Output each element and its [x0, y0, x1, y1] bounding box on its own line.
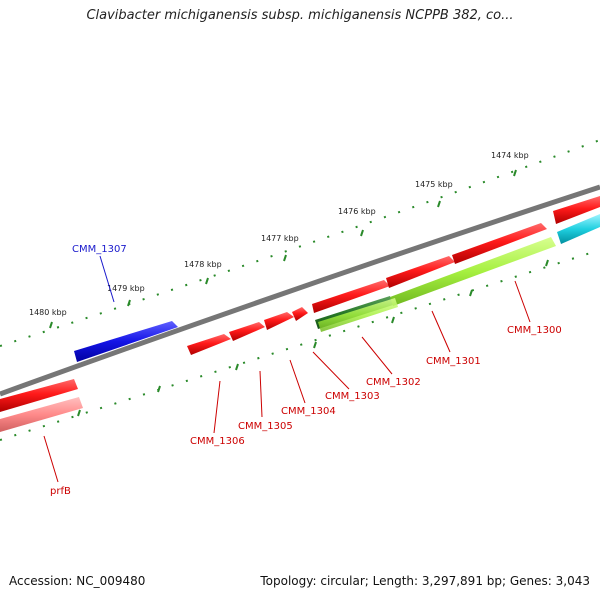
label-cmm-1305[interactable]: CMM_1305: [238, 421, 293, 432]
kbp-label-1476: 1476 kbp: [338, 207, 376, 216]
gene-cmm-1303-arrow[interactable]: [292, 307, 308, 321]
outer-tick-track: [0, 139, 600, 347]
gene-left-red-arrow[interactable]: [0, 379, 78, 412]
label-prfb[interactable]: prfB: [50, 486, 71, 497]
label-cmm-1307[interactable]: CMM_1307: [72, 244, 127, 255]
cyan-feature[interactable]: [557, 214, 600, 244]
gene-prfb-arrow[interactable]: [0, 397, 83, 432]
genome-backbone: [0, 184, 600, 397]
map-title: Clavibacter michiganensis subsp. michiga…: [86, 8, 514, 23]
accession-text: Accession: NC_009480: [9, 574, 146, 588]
kbp-label-1477: 1477 kbp: [261, 234, 299, 243]
gene-cmm-1304-arrow[interactable]: [264, 312, 294, 330]
gene-cmm-1306-arrow[interactable]: [187, 334, 231, 355]
label-cmm-1301[interactable]: CMM_1301: [426, 356, 481, 367]
inner-major-ticks: [77, 259, 549, 417]
outer-major-ticks: [49, 169, 517, 329]
rna-lime-feature[interactable]: [390, 237, 556, 306]
gene-cmm-1300-arrow[interactable]: [452, 223, 547, 264]
kbp-label-1478: 1478 kbp: [184, 260, 222, 269]
rna-lime-extension[interactable]: [318, 298, 398, 332]
label-cmm-1300[interactable]: CMM_1300: [507, 325, 562, 336]
label-cmm-1306[interactable]: CMM_1306: [190, 436, 245, 447]
inner-tick-track: [0, 249, 600, 441]
gene-cmm-1305-arrow[interactable]: [229, 322, 265, 341]
gene-cmm-1301-arrow[interactable]: [386, 256, 455, 288]
label-cmm-1304[interactable]: CMM_1304: [281, 406, 336, 417]
kbp-label-1475: 1475 kbp: [415, 180, 453, 189]
label-cmm-1303[interactable]: CMM_1303: [325, 391, 380, 402]
kbp-label-1479: 1479 kbp: [107, 284, 145, 293]
genome-summary-text: Topology: circular; Length: 3,297,891 bp…: [260, 574, 590, 588]
label-leaders: [43, 255, 531, 483]
gene-cmm-1307-arrow[interactable]: [74, 321, 178, 362]
gene-next-arrow[interactable]: [553, 196, 600, 224]
kbp-label-1474: 1474 kbp: [491, 151, 529, 160]
kbp-label-1480: 1480 kbp: [29, 308, 67, 317]
gene-cmm-1302-arrow[interactable]: [312, 280, 390, 313]
label-cmm-1302[interactable]: CMM_1302: [366, 377, 421, 388]
